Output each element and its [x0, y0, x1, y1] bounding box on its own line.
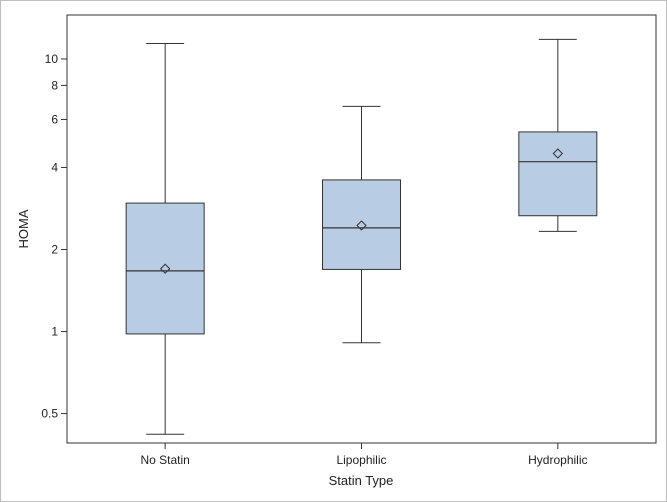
box-series: [125, 38, 598, 435]
mean-marker: [356, 220, 367, 231]
y-tick-label: 0.5: [41, 407, 58, 421]
y-axis-title: HOMA: [16, 209, 31, 248]
iqr-box: [518, 131, 598, 217]
iqr-box: [125, 202, 205, 335]
box-group: [322, 105, 401, 344]
y-tick-label: 6: [51, 112, 58, 126]
x-axis-title: Statin Type: [329, 473, 394, 488]
y-tick-label: 1: [51, 325, 58, 339]
x-tick-label: Hydrophilic: [528, 453, 587, 467]
x-axis-ticks: No Statin Lipophilic Hydrophilic: [140, 443, 588, 467]
y-tick-label: 2: [51, 242, 58, 256]
x-tick-label: Lipophilic: [336, 453, 386, 467]
x-tick-label: No Statin: [140, 453, 189, 467]
box-group: [125, 42, 205, 435]
box-group: [518, 38, 598, 232]
mean-marker: [159, 263, 171, 274]
mean-marker: [552, 148, 564, 159]
iqr-box: [322, 179, 401, 270]
y-axis-ticks: 0.5 1 2 4 6 8 10: [41, 52, 67, 421]
y-tick-label: 4: [51, 160, 58, 174]
y-tick-label: 10: [45, 52, 59, 66]
y-tick-label: 8: [51, 78, 58, 92]
